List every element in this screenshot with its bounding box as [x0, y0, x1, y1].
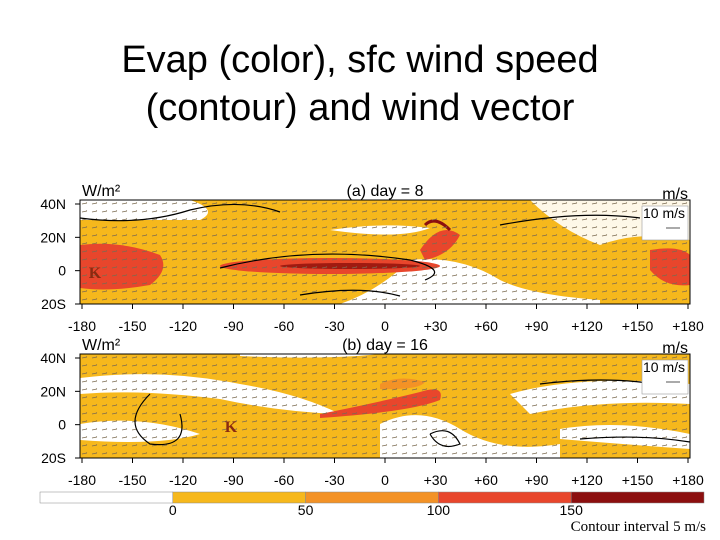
colorbar-segment — [39, 491, 174, 504]
left-unit: W/m² — [82, 337, 121, 354]
x-tick-label: 0 — [381, 318, 389, 334]
marker: K — [89, 265, 102, 282]
colorbar: 0 50 100 150 — [39, 491, 705, 518]
x-tick-label: +60 — [474, 472, 498, 488]
x-tick-label: -30 — [324, 318, 344, 334]
panel-label: (b) day = 16 — [342, 337, 428, 354]
reference-vector: 10 m/s — [643, 359, 685, 375]
x-tick-label: -60 — [274, 318, 294, 334]
x-tick-label: -150 — [118, 472, 146, 488]
x-tick-label: -150 — [118, 318, 146, 334]
y-tick-label: 0 — [58, 263, 66, 279]
title-line: (contour) and wind vector — [146, 87, 575, 129]
x-tick-label: +60 — [474, 318, 498, 334]
left-unit: W/m² — [82, 183, 121, 200]
x-tick-label: +30 — [424, 318, 448, 334]
colorbar-segment — [172, 491, 306, 504]
marker: K — [225, 419, 238, 436]
colorbar-segment — [438, 491, 572, 504]
colorbar-label: 50 — [298, 502, 314, 518]
x-tick-label: -180 — [68, 318, 96, 334]
footnote: Contour interval 5 m/s — [571, 519, 707, 535]
y-tick-label: 20N — [40, 229, 66, 245]
colorbar-label: 0 — [169, 502, 177, 518]
right-unit: m/s — [662, 340, 688, 357]
x-tick-label: +120 — [571, 472, 603, 488]
x-tick-label: -120 — [169, 472, 197, 488]
x-tick-label: +90 — [525, 318, 549, 334]
x-tick-label: +180 — [672, 318, 704, 334]
x-tick-label: +150 — [622, 318, 654, 334]
x-tick-label: +90 — [525, 472, 549, 488]
x-tick-label: -90 — [223, 318, 243, 334]
x-tick-label: -60 — [274, 472, 294, 488]
x-tick-label: +120 — [571, 318, 603, 334]
x-tick-label: -180 — [68, 472, 96, 488]
colorbar-label: 100 — [427, 502, 451, 518]
panel-label: (a) day = 8 — [347, 183, 424, 200]
colorbar-segment — [305, 491, 439, 504]
y-tick-label: 40N — [40, 350, 66, 366]
map-field — [79, 199, 691, 305]
x-tick-label: -120 — [169, 318, 197, 334]
x-tick-label: -30 — [324, 472, 344, 488]
y-tick-label: 0 — [58, 417, 66, 433]
right-unit: m/s — [662, 186, 688, 203]
colorbar-label: 150 — [560, 502, 584, 518]
y-tick-label: 20S — [41, 450, 66, 466]
y-tick-label: 20S — [41, 296, 66, 312]
y-tick-label: 40N — [40, 196, 66, 212]
x-tick-label: -90 — [223, 472, 243, 488]
map-field — [79, 353, 691, 459]
x-tick-label: +150 — [622, 472, 654, 488]
colorbar-segment — [570, 491, 705, 504]
reference-vector: 10 m/s — [643, 205, 685, 221]
y-tick-label: 20N — [40, 383, 66, 399]
x-tick-label: +30 — [424, 472, 448, 488]
x-tick-label: 0 — [381, 472, 389, 488]
title-line: Evap (color), sfc wind speed — [121, 39, 598, 81]
annotations: W/m² (a) day = 8 m/s10 m/sK40N20N020S-180-… — [40, 183, 704, 488]
x-tick-label: +180 — [672, 472, 704, 488]
